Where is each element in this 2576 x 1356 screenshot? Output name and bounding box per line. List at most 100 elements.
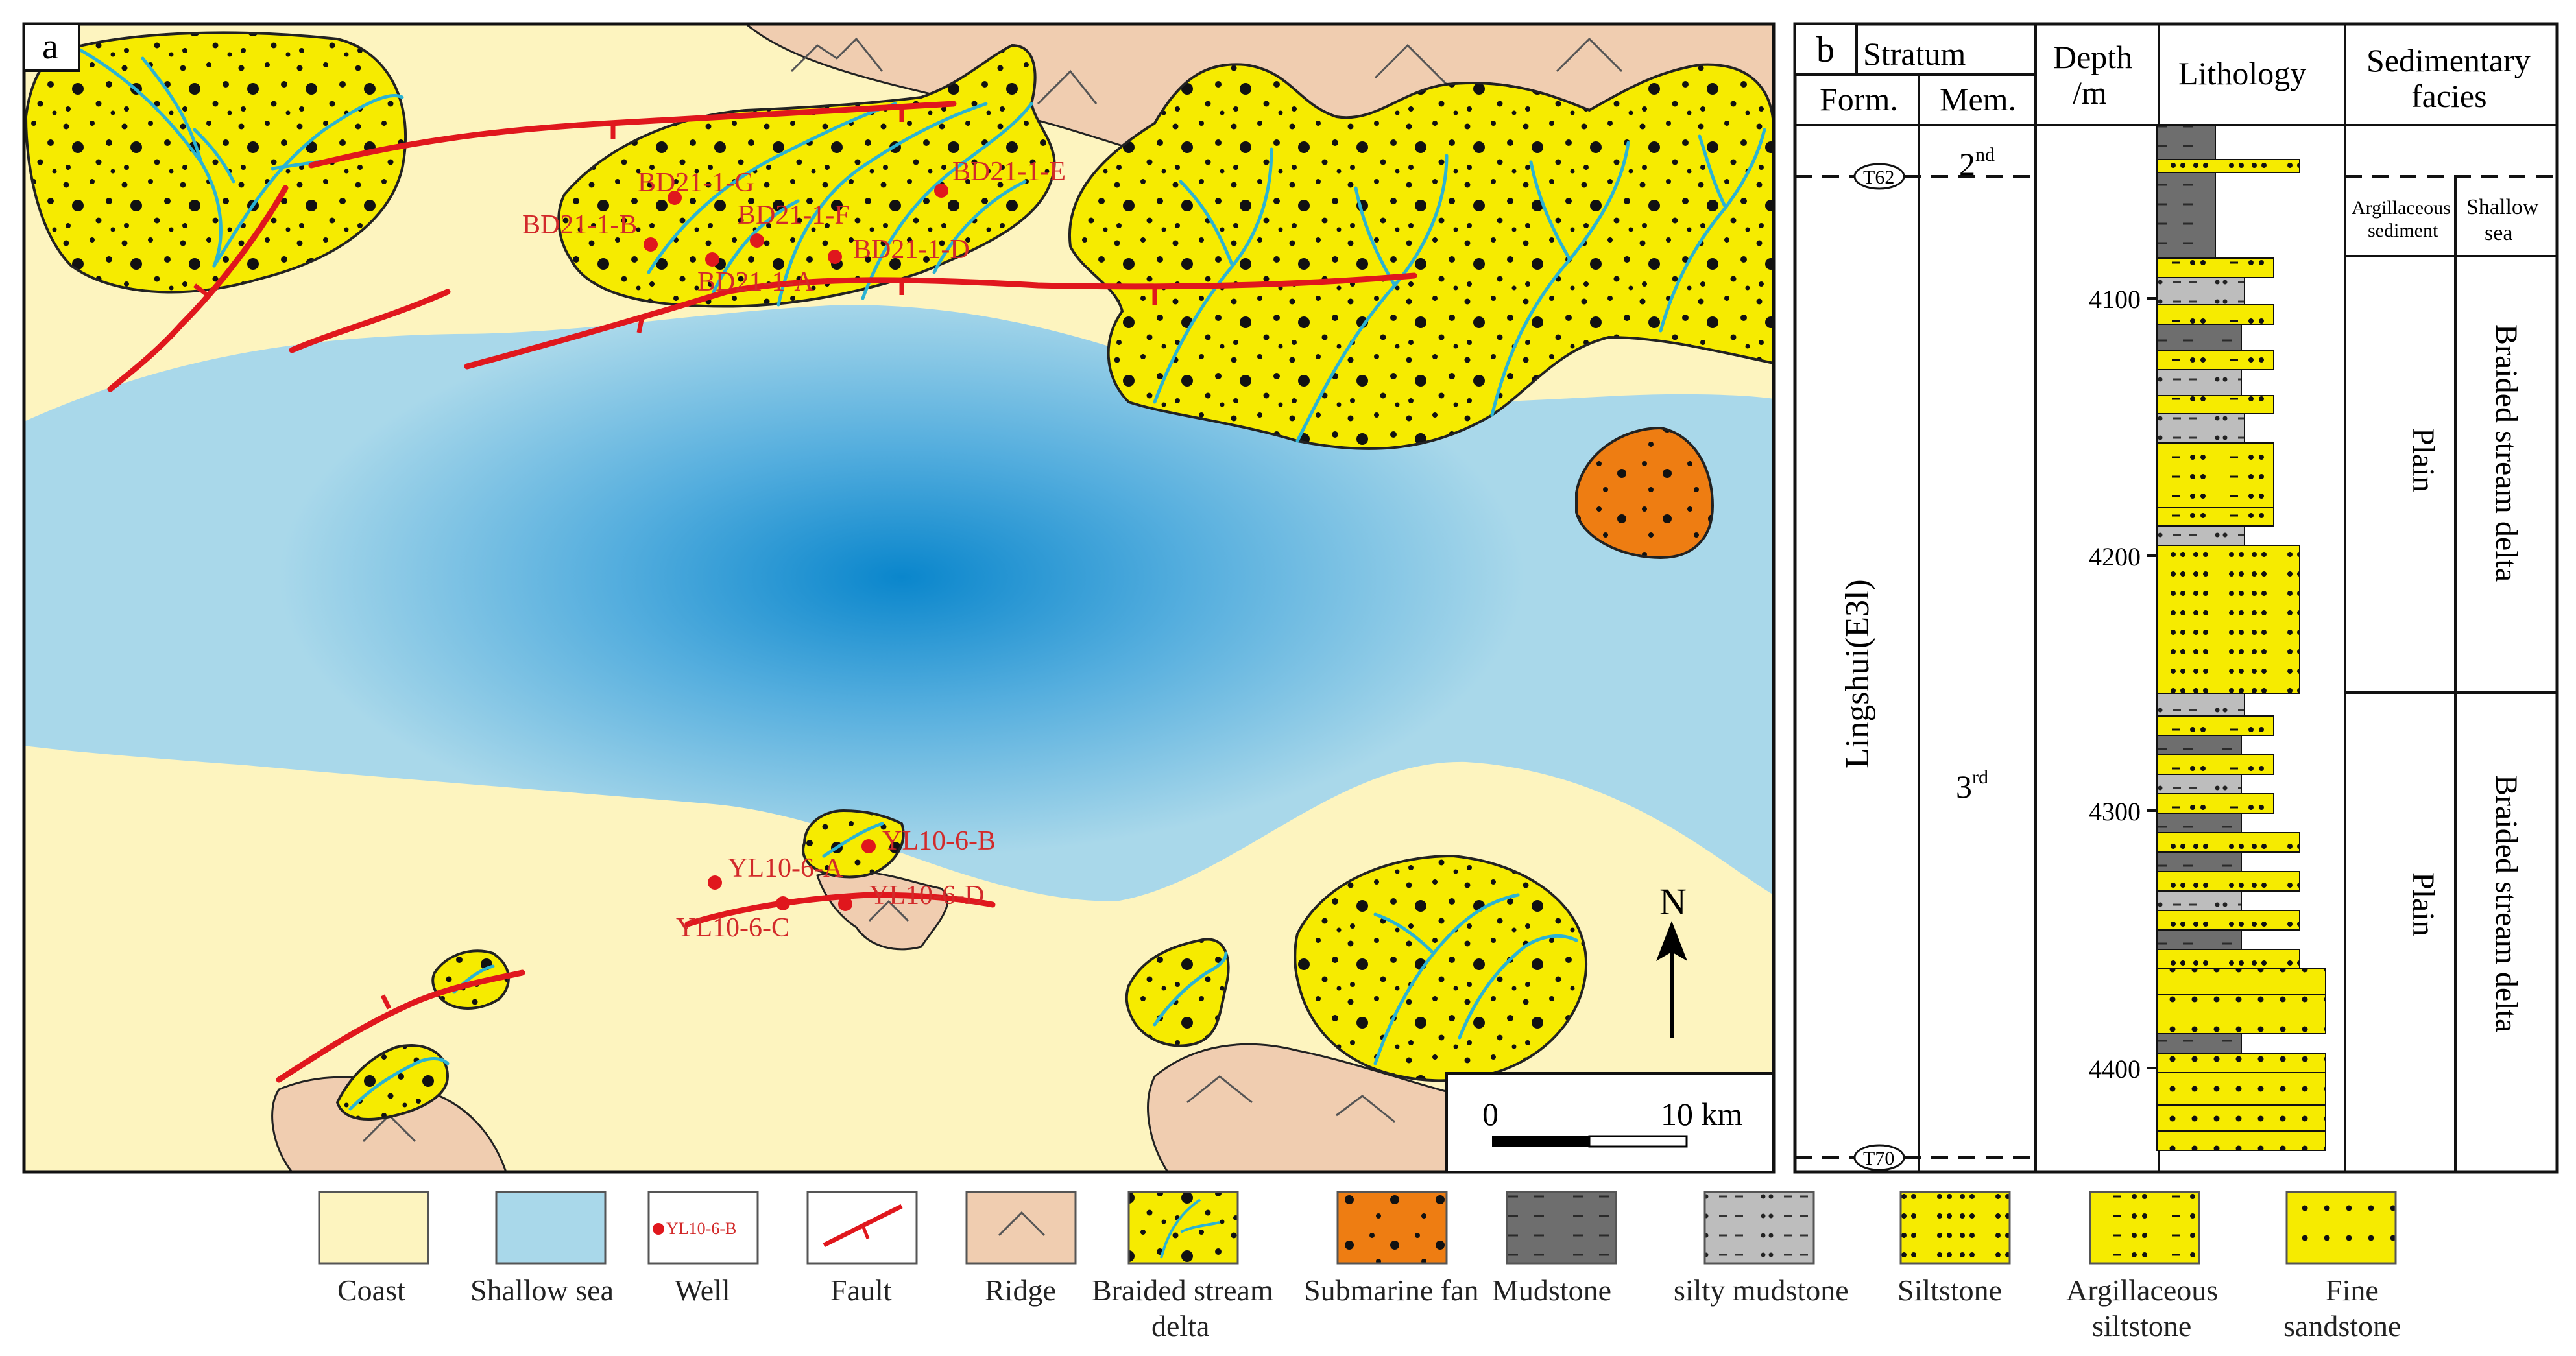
facies-shallow-sea-line2: sea bbox=[2485, 221, 2512, 245]
delta-southeast-small bbox=[1125, 938, 1230, 1047]
submarine-fan bbox=[1575, 426, 1715, 560]
legend-item-mudstone: Mudstone bbox=[1492, 1191, 1617, 1307]
well-label-yl10-6-c: YL10-6-C bbox=[676, 913, 789, 943]
legend: Coast Shallow sea YL10-6-B Well Fault Ri… bbox=[318, 1191, 2401, 1342]
well-label-bd21-1-e: BD21-1-E bbox=[952, 157, 1066, 187]
facies-argillaceous-line2: sediment bbox=[2368, 220, 2438, 241]
well-labels: BD21-1-G BD21-1-B BD21-1-F BD21-1-A BD21… bbox=[522, 157, 1066, 943]
fault-small-west bbox=[289, 289, 451, 353]
fault-central bbox=[464, 272, 1417, 370]
scale-zero: 0 bbox=[1482, 1096, 1499, 1132]
north-arrow-icon bbox=[1656, 921, 1687, 961]
well-bd21-1-f-marker bbox=[705, 252, 719, 267]
legend-item-fine-sandstone: Fine sandstone bbox=[2283, 1191, 2401, 1342]
t70-marker bbox=[1853, 1144, 1905, 1171]
header-facies-line1: Sedimentary bbox=[2366, 42, 2531, 78]
faults bbox=[107, 101, 1417, 1083]
legend-item-braided-stream-delta: Braided stream delta bbox=[1092, 1191, 1273, 1342]
legend-item-well: YL10-6-B Well bbox=[647, 1191, 759, 1307]
ridge-yl bbox=[816, 870, 949, 951]
legend-item-siltstone: Siltstone bbox=[1897, 1191, 2011, 1307]
delta-yl10 bbox=[802, 809, 905, 879]
legend-item-argillaceous-siltstone: Argillaceous siltstone bbox=[2066, 1191, 2218, 1342]
svg-text:Mudstone: Mudstone bbox=[1492, 1274, 1611, 1307]
fault-northwest-diagonal bbox=[107, 185, 289, 392]
well-label-bd21-1-b: BD21-1-B bbox=[522, 210, 637, 240]
well-bd21-1-a-marker bbox=[750, 233, 764, 248]
well-label-bd21-1-g: BD21-1-G bbox=[638, 168, 754, 198]
t70-label: T70 bbox=[1863, 1148, 1894, 1169]
map-frame bbox=[22, 22, 1776, 1174]
header-depth: Depth bbox=[2053, 39, 2132, 75]
t62-marker bbox=[1853, 163, 1905, 190]
header-depth-unit: /m bbox=[2073, 75, 2107, 111]
north-arrow: N bbox=[1656, 881, 1687, 1038]
svg-text:Shallow sea: Shallow sea bbox=[470, 1274, 614, 1307]
well-yl10-6-b-marker bbox=[861, 839, 876, 853]
member-3rd: 3rd bbox=[1956, 767, 1988, 805]
fault-north-upper bbox=[308, 101, 957, 169]
panel-a-label-box bbox=[23, 23, 80, 72]
svg-text:Coast: Coast bbox=[337, 1274, 405, 1307]
well-bd21-1-d-marker bbox=[828, 250, 842, 264]
panel-b-label-box bbox=[1794, 23, 1858, 76]
facies-braided-upper: Braided stream delta bbox=[2489, 324, 2523, 582]
panel-b-label: b bbox=[1816, 30, 1835, 70]
svg-text:Fault: Fault bbox=[830, 1274, 892, 1307]
svg-text:Siltstone: Siltstone bbox=[1897, 1274, 2002, 1307]
well-label-yl10-6-a: YL10-6-A bbox=[728, 853, 843, 883]
scale-bar: 0 10 km bbox=[1445, 1072, 1775, 1173]
header-facies-line2: facies bbox=[2411, 78, 2487, 114]
legend-item-fault: Fault bbox=[806, 1191, 918, 1307]
strat-panel: b Stratum Form. Mem. Depth /m Lithology … bbox=[1793, 22, 2559, 1174]
well-label-bd21-1-a: BD21-1-A bbox=[697, 267, 814, 297]
t62-label: T62 bbox=[1863, 167, 1894, 188]
member-2nd: 2nd bbox=[1959, 144, 1995, 182]
svg-text:silty mudstone: silty mudstone bbox=[1674, 1274, 1849, 1307]
facies-shallow-sea-line1: Shallow bbox=[2466, 195, 2539, 219]
facies-braided-lower: Braided stream delta bbox=[2489, 775, 2523, 1032]
well-bd21-1-b-marker bbox=[644, 237, 658, 252]
header-mem: Mem. bbox=[1940, 81, 2016, 117]
scale-end: 10 km bbox=[1661, 1096, 1743, 1132]
scale-bar-filled bbox=[1492, 1136, 1589, 1147]
legend-item-ridge: Ridge bbox=[965, 1191, 1077, 1307]
formation-name: Lingshui(E3l) bbox=[1839, 579, 1876, 768]
map-panel: BD21-1-G BD21-1-B BD21-1-F BD21-1-A BD21… bbox=[24, 24, 1774, 1172]
fault-yl10 bbox=[684, 892, 996, 927]
scale-bar-empty bbox=[1588, 1135, 1688, 1148]
delta-bd21 bbox=[557, 43, 1056, 308]
north-label: N bbox=[1659, 881, 1687, 923]
well-bd21-1-g-marker bbox=[668, 191, 682, 205]
well-yl10-6-d-marker bbox=[838, 897, 852, 911]
well-label-yl10-6-d: YL10-6-D bbox=[869, 881, 984, 910]
delta-northwest bbox=[24, 31, 407, 294]
facies-plain-upper: Plain bbox=[2406, 428, 2440, 492]
header-form: Form. bbox=[1820, 81, 1898, 117]
delta-southwest-lower bbox=[335, 1044, 450, 1121]
legend-item-submarine-fan: Submarine fan bbox=[1304, 1191, 1479, 1307]
depth-tick-4100: 4100 bbox=[2089, 285, 2141, 314]
svg-text:Ridge: Ridge bbox=[985, 1274, 1056, 1307]
depth-tick-4300: 4300 bbox=[2089, 797, 2141, 826]
header-lithology: Lithology bbox=[2178, 55, 2306, 91]
stream-channels bbox=[76, 47, 1766, 1111]
svg-text:Well: Well bbox=[675, 1274, 730, 1307]
panel-a-label: a bbox=[42, 27, 58, 67]
depth-axis: 4100 4200 4300 4400 bbox=[2089, 285, 2159, 1084]
depth-tick-4200: 4200 bbox=[2089, 542, 2141, 571]
well-bd21-1-e-marker bbox=[934, 184, 948, 198]
svg-text:siltstone: siltstone bbox=[2092, 1309, 2191, 1342]
well-yl10-6-c-marker bbox=[776, 896, 790, 910]
fault-ticks bbox=[193, 106, 1157, 1010]
svg-text:YL10-6-B: YL10-6-B bbox=[666, 1219, 736, 1238]
well-label-bd21-1-f: BD21-1-F bbox=[738, 200, 850, 230]
facies-argillaceous-line1: Argillaceous bbox=[2352, 197, 2451, 219]
svg-text:Argillaceous: Argillaceous bbox=[2066, 1274, 2218, 1307]
well-label-bd21-1-d: BD21-1-D bbox=[853, 235, 970, 265]
svg-text:Submarine fan: Submarine fan bbox=[1304, 1274, 1479, 1307]
lithology-column bbox=[2156, 125, 2326, 1151]
header-stratum: Stratum bbox=[1863, 36, 1966, 72]
delta-northeast bbox=[1068, 63, 1774, 450]
